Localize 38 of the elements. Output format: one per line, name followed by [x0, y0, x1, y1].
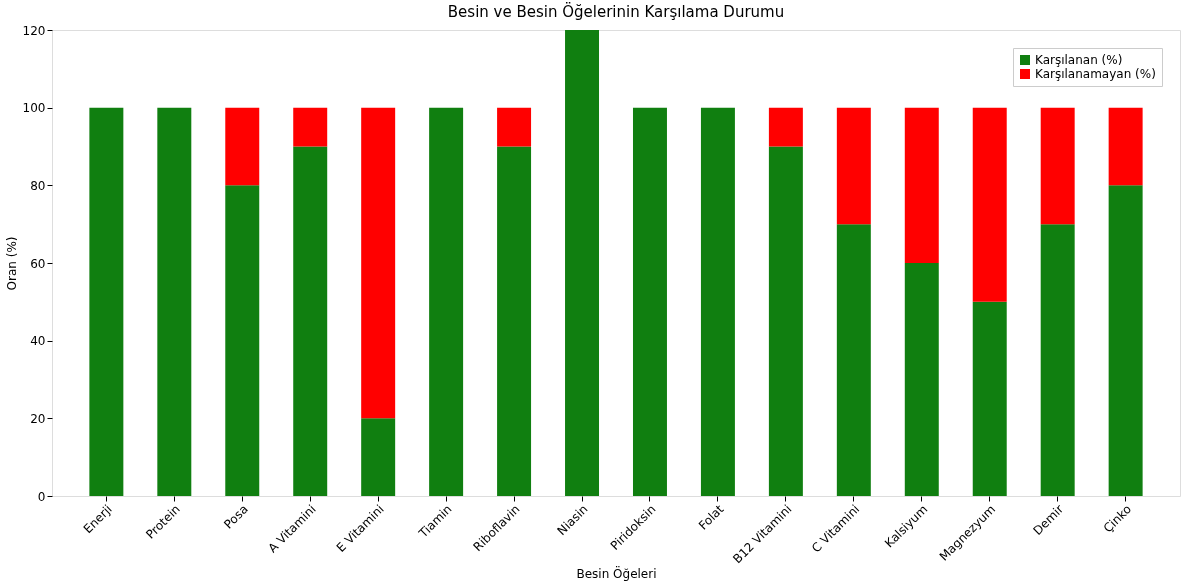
- bar: [225, 107, 260, 186]
- legend-label: Karşılanamayan (%): [1035, 67, 1156, 81]
- bar: [700, 107, 735, 496]
- bar: [904, 263, 939, 496]
- bar: [497, 107, 532, 147]
- bar: [768, 107, 803, 147]
- bar: [1040, 107, 1075, 225]
- bar: [972, 301, 1007, 496]
- bar: [632, 107, 667, 496]
- bar: [1108, 185, 1143, 496]
- bar: [904, 107, 939, 263]
- bar: [565, 30, 600, 496]
- bar: [361, 107, 396, 419]
- bar: [497, 146, 532, 496]
- bar: [972, 107, 1007, 302]
- bar: [836, 224, 871, 496]
- bar: [293, 146, 328, 496]
- y-tick-label: 100: [22, 101, 46, 116]
- bar: [157, 107, 192, 496]
- y-tick-label: 20: [30, 411, 46, 426]
- y-tick-label: 0: [37, 489, 46, 504]
- y-tick-label: 60: [30, 256, 46, 271]
- bar: [1040, 224, 1075, 496]
- bar: [1108, 107, 1143, 186]
- x-axis-title: Besin Öğeleri: [576, 565, 657, 582]
- bar: [836, 107, 871, 225]
- y-axis-title: Oran (%): [4, 236, 19, 291]
- y-tick-label: 40: [30, 334, 46, 349]
- bar: [361, 418, 396, 496]
- y-tick-label: 120: [22, 23, 46, 38]
- legend-label: Karşılanan (%): [1035, 53, 1123, 67]
- y-tick-label: 80: [30, 178, 46, 193]
- bar: [768, 146, 803, 496]
- bar: [89, 107, 124, 496]
- chart-title: Besin ve Besin Öğelerinin Karşılama Durumu: [447, 2, 785, 21]
- bar: [293, 107, 328, 147]
- bar: [429, 107, 464, 496]
- bar: [225, 185, 260, 496]
